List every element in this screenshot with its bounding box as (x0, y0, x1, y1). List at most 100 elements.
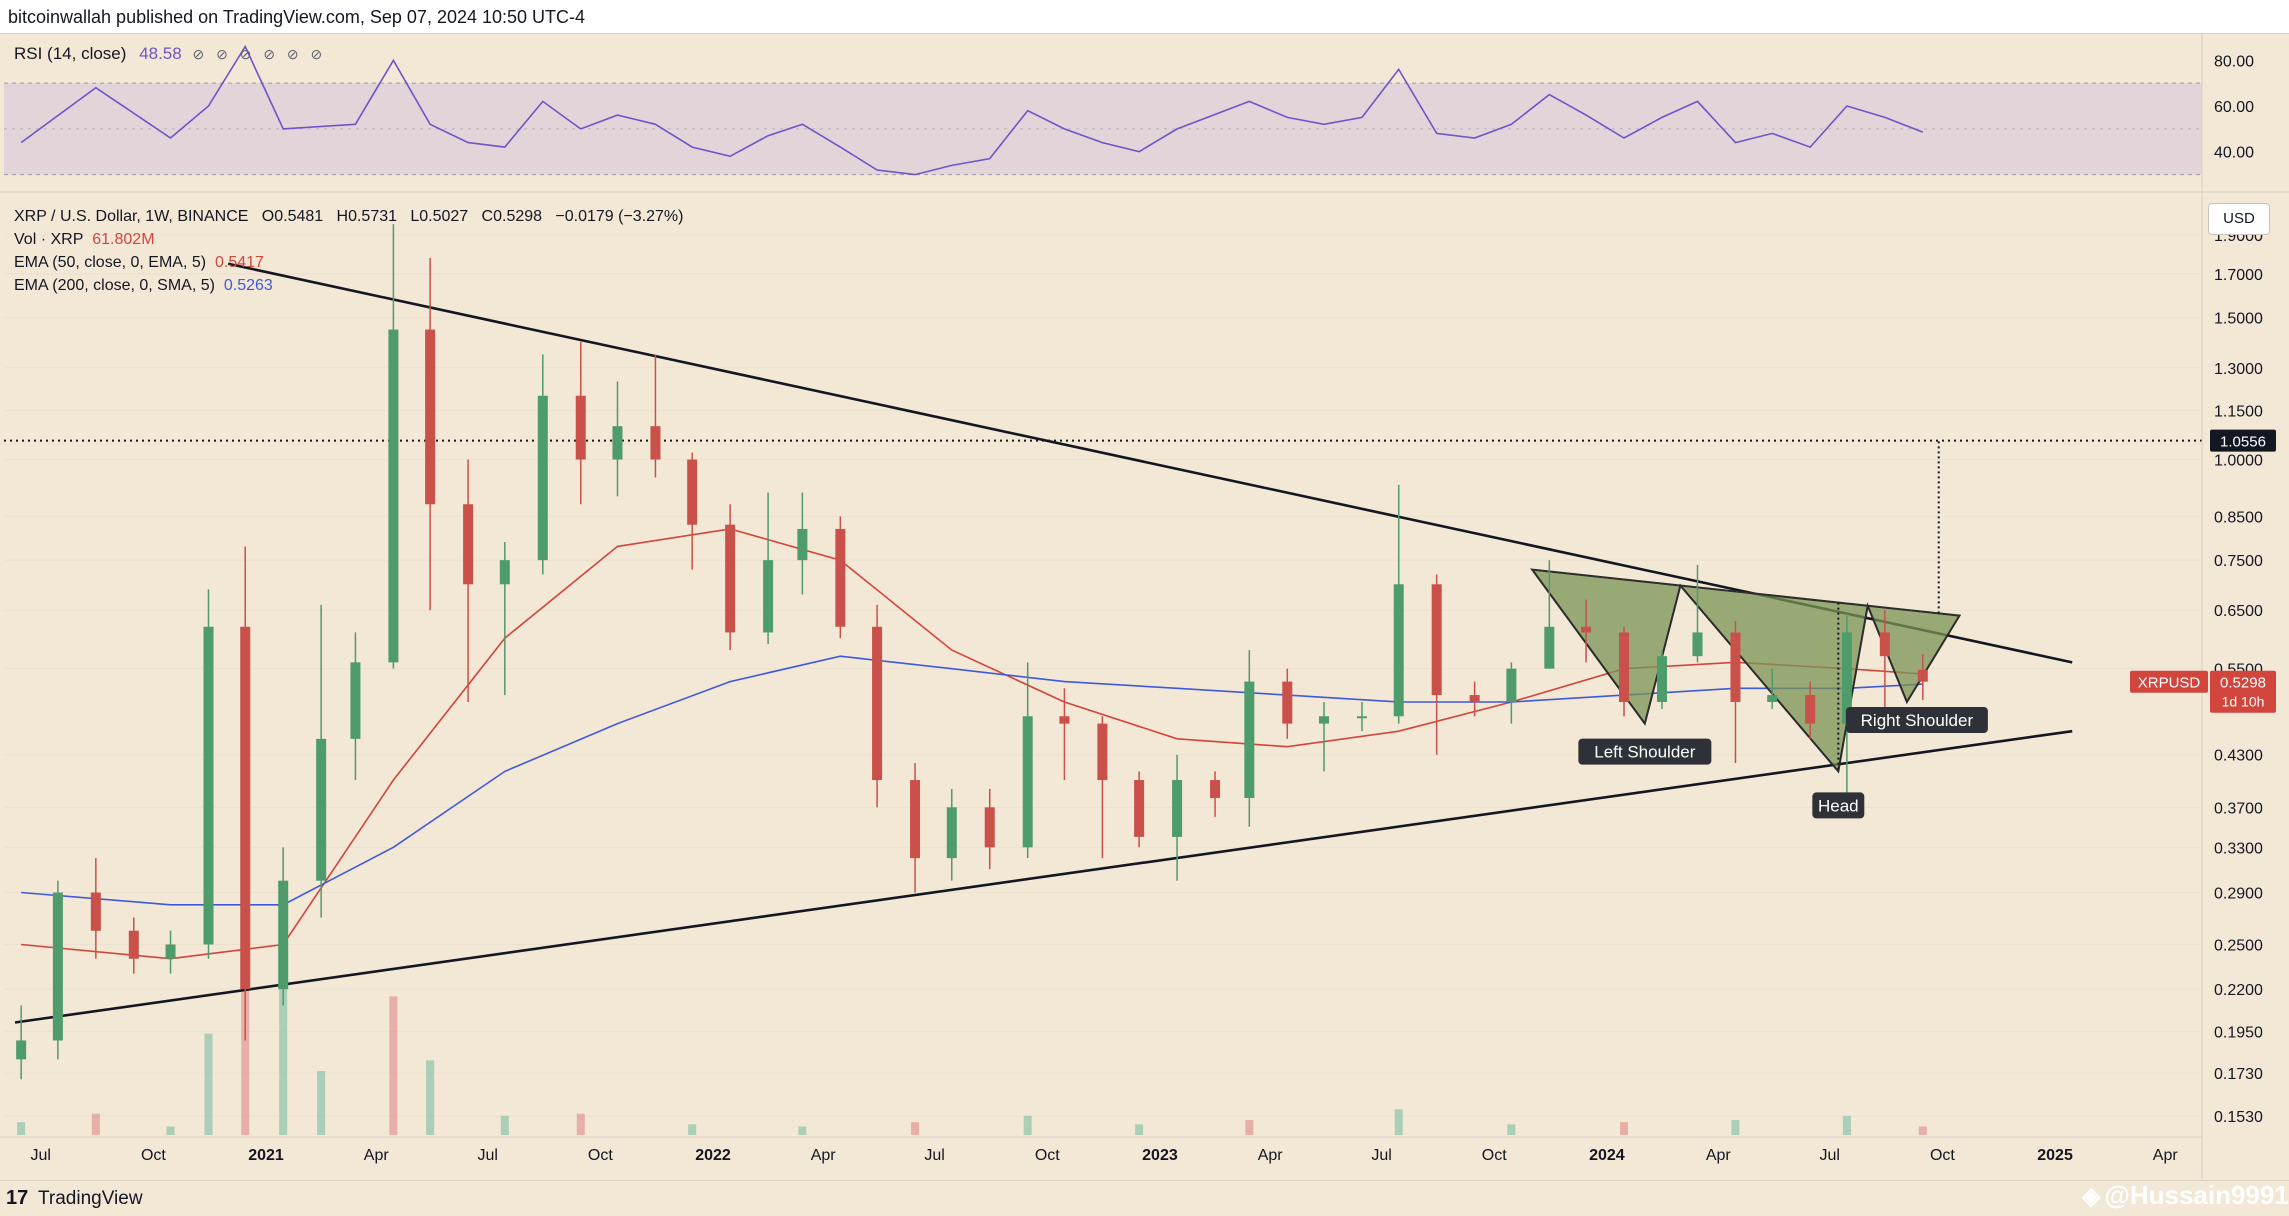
rsi-tick-label: 80.00 (2214, 53, 2254, 70)
volume-bar (166, 1126, 175, 1135)
tradingview-brand[interactable]: TradingView (38, 1188, 143, 1209)
price-tick-label: 0.6500 (2214, 603, 2263, 620)
price-tick-label: 1.3000 (2214, 361, 2263, 378)
trendlines (4, 262, 2202, 1024)
change-value: −0.0179 (−3.27%) (555, 208, 684, 225)
volume-bar (1135, 1124, 1144, 1135)
candle-body (612, 426, 623, 460)
time-tick-label: Apr (2153, 1147, 2179, 1164)
volume-bar (1394, 1109, 1403, 1135)
candle-body (650, 426, 661, 460)
right-shoulder-label: Right Shoulder (1845, 706, 1988, 733)
volume-bar (389, 996, 398, 1135)
candle-body (1917, 669, 1928, 682)
rsi-value: 48.58 (139, 44, 182, 63)
candle-body (1581, 626, 1592, 633)
volume-bar (279, 985, 288, 1135)
candle-body (388, 329, 399, 663)
support-trendline (14, 729, 2073, 1024)
candle-body (52, 892, 63, 1041)
left-shoulder-label: Left Shoulder (1578, 738, 1712, 765)
rsi-tick-label: 60.00 (2214, 99, 2254, 116)
candle-body (278, 880, 289, 990)
candle-body (1767, 695, 1778, 702)
head-shoulders-pattern (1530, 440, 1962, 774)
rsi-legend: RSI (14, close) 48.58 ⊘ ⊘ ⊘ ⊘ ⊘ ⊘ (14, 44, 326, 64)
candle-body (1244, 681, 1255, 798)
candle-body (1841, 632, 1852, 724)
footer (0, 1180, 2289, 1216)
volume-bar (1245, 1120, 1254, 1135)
rsi-settings-icons[interactable]: ⊘ ⊘ ⊘ ⊘ ⊘ ⊘ (192, 46, 327, 62)
close-value: 0.5298 (493, 208, 543, 225)
candle-body (797, 528, 808, 561)
watermark: ◈ @Hussain9991 (2082, 1180, 2289, 1211)
time-tick-label: Jul (1371, 1147, 1391, 1164)
candle-body (537, 395, 548, 561)
price-tick-label: 1.5000 (2214, 311, 2263, 328)
head-label: Head (1812, 792, 1865, 819)
last-price-tag: XRPUSD 0.5298 1d 10h (2130, 670, 2276, 713)
volume-bar (241, 975, 250, 1135)
candle-body (1022, 716, 1033, 848)
candle-body (90, 892, 101, 931)
open-value: 0.5481 (274, 208, 324, 225)
time-tick-label: Jul (924, 1147, 944, 1164)
candle-body (687, 459, 698, 525)
candle-body (1619, 632, 1630, 702)
low-value: 0.5027 (419, 208, 469, 225)
volume-bar (576, 1113, 585, 1135)
price-tick-label: 0.1950 (2214, 1024, 2263, 1041)
candle-body (1282, 681, 1293, 724)
time-tick-label: 2023 (1142, 1147, 1178, 1164)
publisher-text: bitcoinwallah published on TradingView.c… (8, 7, 586, 27)
ema50-legend: EMA (50, close, 0, EMA, 5) 0.5417 (14, 254, 264, 272)
ema200-legend: EMA (200, close, 0, SMA, 5) 0.5263 (14, 277, 273, 295)
target-tag-text: 1.0556 (2220, 434, 2266, 451)
price-tick-label: 1.0000 (2214, 453, 2263, 470)
top-bar: bitcoinwallah published on TradingView.c… (0, 0, 2289, 34)
candle-body (1356, 716, 1367, 719)
volume-legend: Vol · XRP 61.802M (14, 231, 155, 249)
price-tick-label: 0.8500 (2214, 509, 2263, 526)
price-tick-label: 0.2500 (2214, 937, 2263, 954)
rsi-title: RSI (14, close) (14, 44, 127, 63)
time-tick-label: Oct (1035, 1147, 1060, 1164)
rsi-panel (0, 44, 2289, 193)
candle-body (1097, 723, 1108, 781)
price-tick-label: 1.7000 (2214, 267, 2263, 284)
countdown-text: 1d 10h (2222, 694, 2265, 710)
candle-body (946, 807, 957, 859)
candle-body (575, 395, 586, 460)
volume-bar (1023, 1115, 1032, 1135)
rsi-tick-label: 40.00 (2214, 145, 2254, 162)
candle-body (872, 626, 883, 781)
candle-body (1319, 716, 1330, 724)
head-label-text: Head (1818, 796, 1859, 815)
price-tick-label: 0.2200 (2214, 982, 2263, 999)
candle-body (16, 1040, 27, 1060)
candle-body (1506, 668, 1517, 702)
time-tick-label: Oct (141, 1147, 166, 1164)
ohlc-legend: XRP / U.S. Dollar, 1W, BINANCE O0.5481 H… (14, 208, 684, 225)
currency-button[interactable]: USD (2208, 203, 2270, 235)
price-tags: 1.0556 XRPUSD 0.5298 1d 10h (2130, 429, 2276, 713)
tradingview-logo[interactable]: 17 (6, 1187, 29, 1209)
target-tag-box (2210, 429, 2276, 452)
left-shoulder-label-text: Left Shoulder (1594, 743, 1695, 762)
target-price-tag: 1.0556 (2210, 429, 2276, 452)
last-price-text: 0.5298 (2220, 675, 2266, 692)
time-tick-label: 2025 (2037, 1147, 2073, 1164)
time-tick-label: Jul (1820, 1147, 1840, 1164)
symbol-tag-text: XRPUSD (2138, 675, 2201, 692)
price-tick-label: 0.1730 (2214, 1066, 2263, 1083)
pattern-shape (1530, 568, 1962, 774)
volume-bar (500, 1115, 509, 1135)
volume-value: 61.802M (92, 231, 155, 248)
candle-body (984, 807, 995, 848)
volume-bar (1731, 1120, 1740, 1135)
last-price-box (2210, 670, 2276, 713)
candle-body (1134, 780, 1145, 837)
volume-bar (1507, 1124, 1516, 1135)
